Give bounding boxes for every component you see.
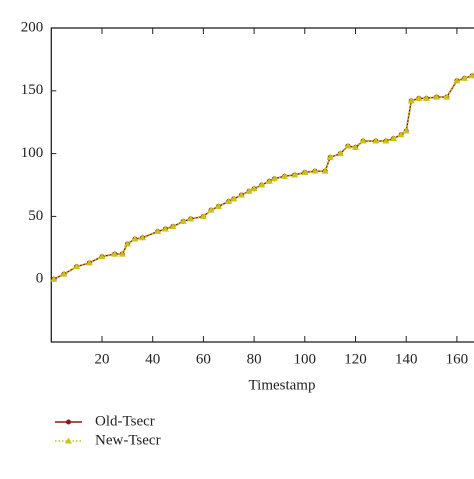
y-tick-label: 100 — [21, 145, 44, 161]
data-point — [291, 171, 299, 178]
x-tick-label: 20 — [95, 351, 110, 367]
data-point — [359, 137, 367, 144]
data-point — [85, 259, 93, 266]
y-tick-label: 200 — [21, 19, 44, 35]
data-point — [179, 217, 187, 224]
x-tick-label: 60 — [196, 351, 211, 367]
x-tick-label: 140 — [395, 351, 418, 367]
y-tick-label: 150 — [21, 82, 44, 98]
data-point — [118, 250, 126, 257]
data-point — [372, 137, 380, 144]
data-point — [433, 93, 441, 100]
x-tick-label: 100 — [294, 351, 317, 367]
data-point — [443, 93, 451, 100]
data-point — [199, 212, 207, 219]
data-point — [407, 97, 415, 104]
data-point — [270, 175, 278, 182]
data-point — [468, 72, 474, 79]
data-point — [344, 142, 352, 149]
data-point — [225, 197, 233, 204]
data-point — [131, 235, 139, 242]
x-tick-label: 160 — [446, 351, 469, 367]
data-point — [207, 206, 215, 213]
plot-frame — [50, 27, 474, 343]
data-point — [98, 253, 106, 260]
data-point — [154, 227, 162, 234]
data-point — [245, 187, 253, 194]
data-point — [415, 94, 423, 101]
legend-label: New-Tsecr — [95, 432, 161, 448]
data-point — [50, 275, 58, 282]
data-point — [230, 195, 238, 202]
data-point — [326, 153, 334, 160]
x-tick-label: 120 — [344, 351, 367, 367]
data-point — [461, 74, 469, 81]
y-tick-label: 0 — [36, 271, 44, 287]
data-point — [301, 168, 309, 175]
legend-marker — [65, 437, 72, 444]
data-point — [258, 181, 266, 188]
legend-label: Old-Tsecr — [95, 413, 155, 429]
data-point — [237, 191, 245, 198]
x-tick-label: 80 — [247, 351, 262, 367]
data-point — [390, 135, 398, 142]
series-line — [53, 74, 473, 281]
data-point — [453, 77, 461, 84]
x-tick-label: 40 — [145, 351, 160, 367]
data-point — [402, 127, 410, 134]
legend-marker — [66, 419, 71, 425]
data-point — [139, 234, 147, 241]
x-axis-label: Timestamp — [249, 377, 316, 393]
data-point — [311, 167, 319, 174]
data-point — [352, 143, 359, 150]
data-point — [422, 94, 430, 101]
data-point — [73, 263, 81, 270]
data-point — [321, 167, 329, 174]
y-tick-label: 50 — [28, 208, 43, 224]
data-point — [397, 131, 405, 138]
data-point — [169, 222, 177, 229]
data-point — [382, 137, 390, 144]
data-point — [123, 240, 131, 247]
data-point — [265, 177, 273, 184]
series-line — [53, 75, 473, 280]
data-point — [60, 270, 68, 277]
data-point — [161, 225, 169, 232]
data-point — [336, 150, 344, 157]
data-point — [187, 215, 195, 222]
data-point — [111, 250, 119, 257]
data-point — [250, 185, 258, 192]
data-point — [281, 172, 289, 179]
data-point — [215, 202, 223, 209]
